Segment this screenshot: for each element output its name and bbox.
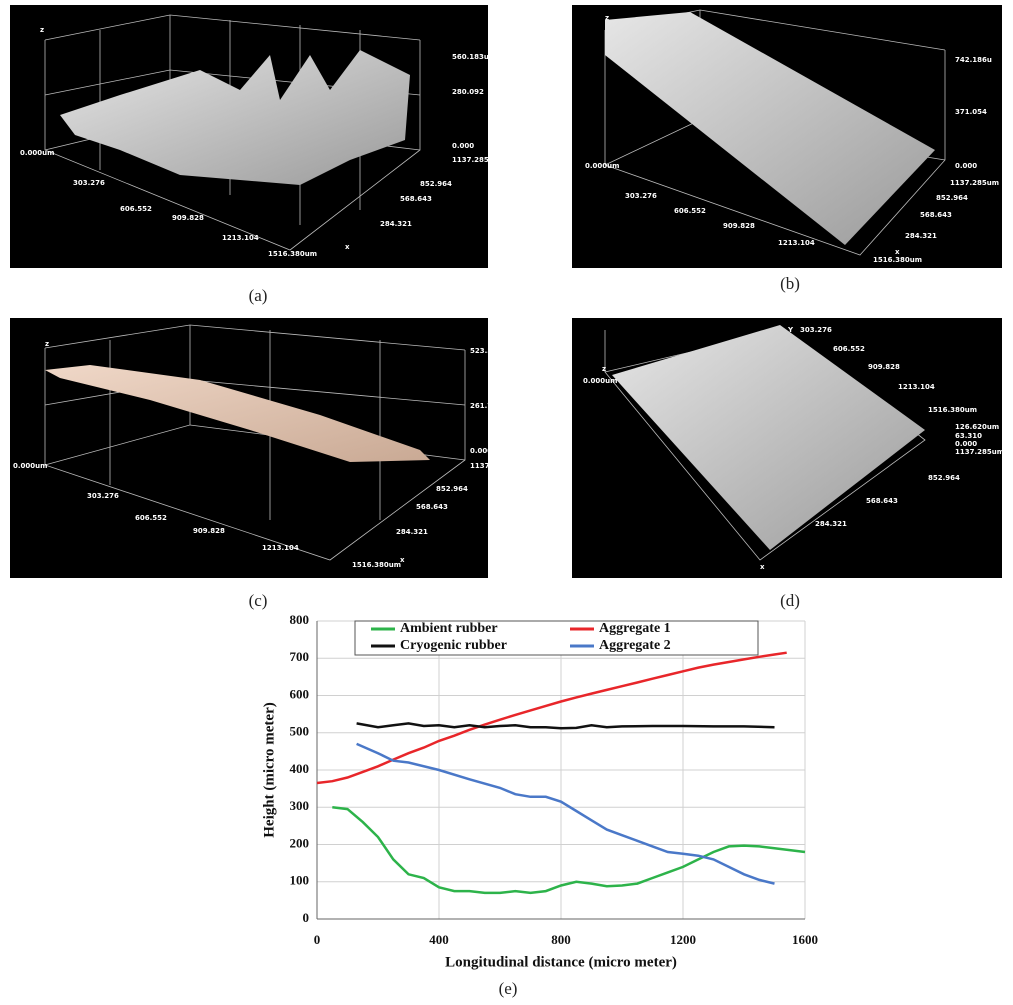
axis-label: 371.054 bbox=[955, 108, 987, 116]
axis-label: 0.000 bbox=[470, 447, 492, 455]
y-tick-label: 0 bbox=[303, 910, 310, 925]
axis-label: 852.964 bbox=[436, 485, 468, 493]
axis-label: 1213.104 bbox=[262, 544, 299, 552]
axis-label: 0.000 bbox=[955, 162, 977, 170]
y-tick-label: 500 bbox=[290, 724, 310, 739]
axis-label: 909.828 bbox=[172, 214, 204, 222]
legend-label: Aggregate 1 bbox=[599, 621, 671, 636]
surface-panel bbox=[572, 5, 1002, 268]
y-tick-label: 700 bbox=[290, 649, 310, 664]
axis-label: 1137.285um bbox=[955, 448, 1004, 456]
surface-panel bbox=[10, 318, 488, 578]
panel-caption: (d) bbox=[780, 591, 800, 610]
y-tick-label: 100 bbox=[290, 873, 310, 888]
series-line bbox=[356, 722, 775, 730]
axis-label: z bbox=[602, 365, 606, 373]
panel-caption: (c) bbox=[249, 591, 268, 610]
axis-label: 1213.104 bbox=[898, 383, 935, 391]
legend-label: Cryogenic rubber bbox=[400, 638, 507, 653]
axis-label: 568.643 bbox=[400, 195, 432, 203]
axis-label: 261.761 bbox=[470, 402, 502, 410]
axis-label: z bbox=[45, 340, 49, 348]
axis-label: x bbox=[345, 243, 350, 251]
axis-label: 280.092 bbox=[452, 88, 484, 96]
axis-label: 303.276 bbox=[800, 326, 832, 334]
axis-label: 303.276 bbox=[625, 192, 657, 200]
axis-label: 606.552 bbox=[120, 205, 152, 213]
axis-label: 0.000 bbox=[452, 142, 474, 150]
x-tick-label: 400 bbox=[429, 932, 449, 947]
axis-label: 0.000 bbox=[955, 440, 977, 448]
axis-label: 909.828 bbox=[193, 527, 225, 535]
axis-label: 284.321 bbox=[396, 528, 428, 536]
axis-label: 0.000um bbox=[13, 462, 47, 470]
axis-label: 852.964 bbox=[936, 194, 968, 202]
x-axis-label: Longitudinal distance (micro meter) bbox=[445, 954, 677, 970]
axis-label: 1137.285um bbox=[470, 462, 519, 470]
series-line bbox=[316, 651, 787, 785]
y-tick-label: 200 bbox=[290, 835, 310, 850]
legend-label: Ambient rubber bbox=[400, 621, 498, 636]
axis-label: 1516.380um bbox=[352, 561, 401, 569]
axis-label: 742.186u bbox=[955, 56, 992, 64]
axis-label: 606.552 bbox=[135, 514, 167, 522]
axis-label: 606.552 bbox=[833, 345, 865, 353]
axis-label: 909.828 bbox=[723, 222, 755, 230]
axis-label: 0.000um bbox=[20, 149, 54, 157]
axis-label: Y bbox=[787, 326, 794, 334]
axis-label: x bbox=[400, 556, 405, 564]
axis-label: 909.828 bbox=[868, 363, 900, 371]
axis-label: 568.643 bbox=[416, 503, 448, 511]
axis-label: 523.522um bbox=[470, 347, 514, 355]
axis-label: z bbox=[605, 14, 609, 22]
panel-caption: (b) bbox=[780, 274, 800, 293]
axis-label: 852.964 bbox=[928, 474, 960, 482]
x-tick-label: 0 bbox=[314, 932, 321, 947]
series-line bbox=[356, 742, 775, 885]
axis-label: x bbox=[760, 563, 765, 571]
axis-label: 1516.380um bbox=[873, 256, 922, 264]
axis-label: 1137.285um bbox=[452, 156, 501, 164]
axis-label: z bbox=[40, 26, 44, 34]
x-tick-label: 1200 bbox=[670, 932, 696, 947]
axis-label: 1137.285um bbox=[950, 179, 999, 187]
surface-panel bbox=[572, 318, 1002, 578]
y-tick-label: 800 bbox=[290, 612, 310, 627]
axis-label: 126.620um bbox=[955, 423, 999, 431]
x-tick-label: 800 bbox=[551, 932, 571, 947]
axis-label: 1213.104 bbox=[222, 234, 259, 242]
series-line bbox=[332, 806, 806, 895]
axis-label: 0.000um bbox=[583, 377, 617, 385]
axis-label: 1213.104 bbox=[778, 239, 815, 247]
axis-label: 303.276 bbox=[87, 492, 119, 500]
y-axis-label: Height (micro meter) bbox=[261, 702, 277, 838]
line-chart: 0 100 200 300 400 500 600 700 800 0 400 800 1200 1600… bbox=[261, 612, 818, 998]
panel-caption: (a) bbox=[249, 286, 268, 305]
axis-label: 284.321 bbox=[380, 220, 412, 228]
panel-caption: (e) bbox=[499, 979, 518, 998]
legend-label: Aggregate 2 bbox=[599, 638, 671, 653]
axis-label: 284.321 bbox=[905, 232, 937, 240]
axis-label: 606.552 bbox=[674, 207, 706, 215]
axis-label: 568.643 bbox=[866, 497, 898, 505]
axis-label: 284.321 bbox=[815, 520, 847, 528]
axis-label: 852.964 bbox=[420, 180, 452, 188]
y-tick-label: 400 bbox=[290, 761, 310, 776]
axis-label: 1516.380um bbox=[268, 250, 317, 258]
axis-label: 63.310 bbox=[955, 432, 982, 440]
axis-label: 0.000um bbox=[585, 162, 619, 170]
axis-label: 303.276 bbox=[73, 179, 105, 187]
y-tick-label: 300 bbox=[290, 798, 310, 813]
axis-label: 1516.380um bbox=[928, 406, 977, 414]
axis-label: x bbox=[895, 248, 900, 256]
axis-label: 568.643 bbox=[920, 211, 952, 219]
legend-box bbox=[354, 620, 759, 656]
x-tick-label: 1600 bbox=[792, 932, 818, 947]
surface-panel bbox=[10, 5, 488, 268]
axis-label: 560.183um bbox=[452, 53, 496, 61]
y-tick-label: 600 bbox=[290, 686, 310, 701]
